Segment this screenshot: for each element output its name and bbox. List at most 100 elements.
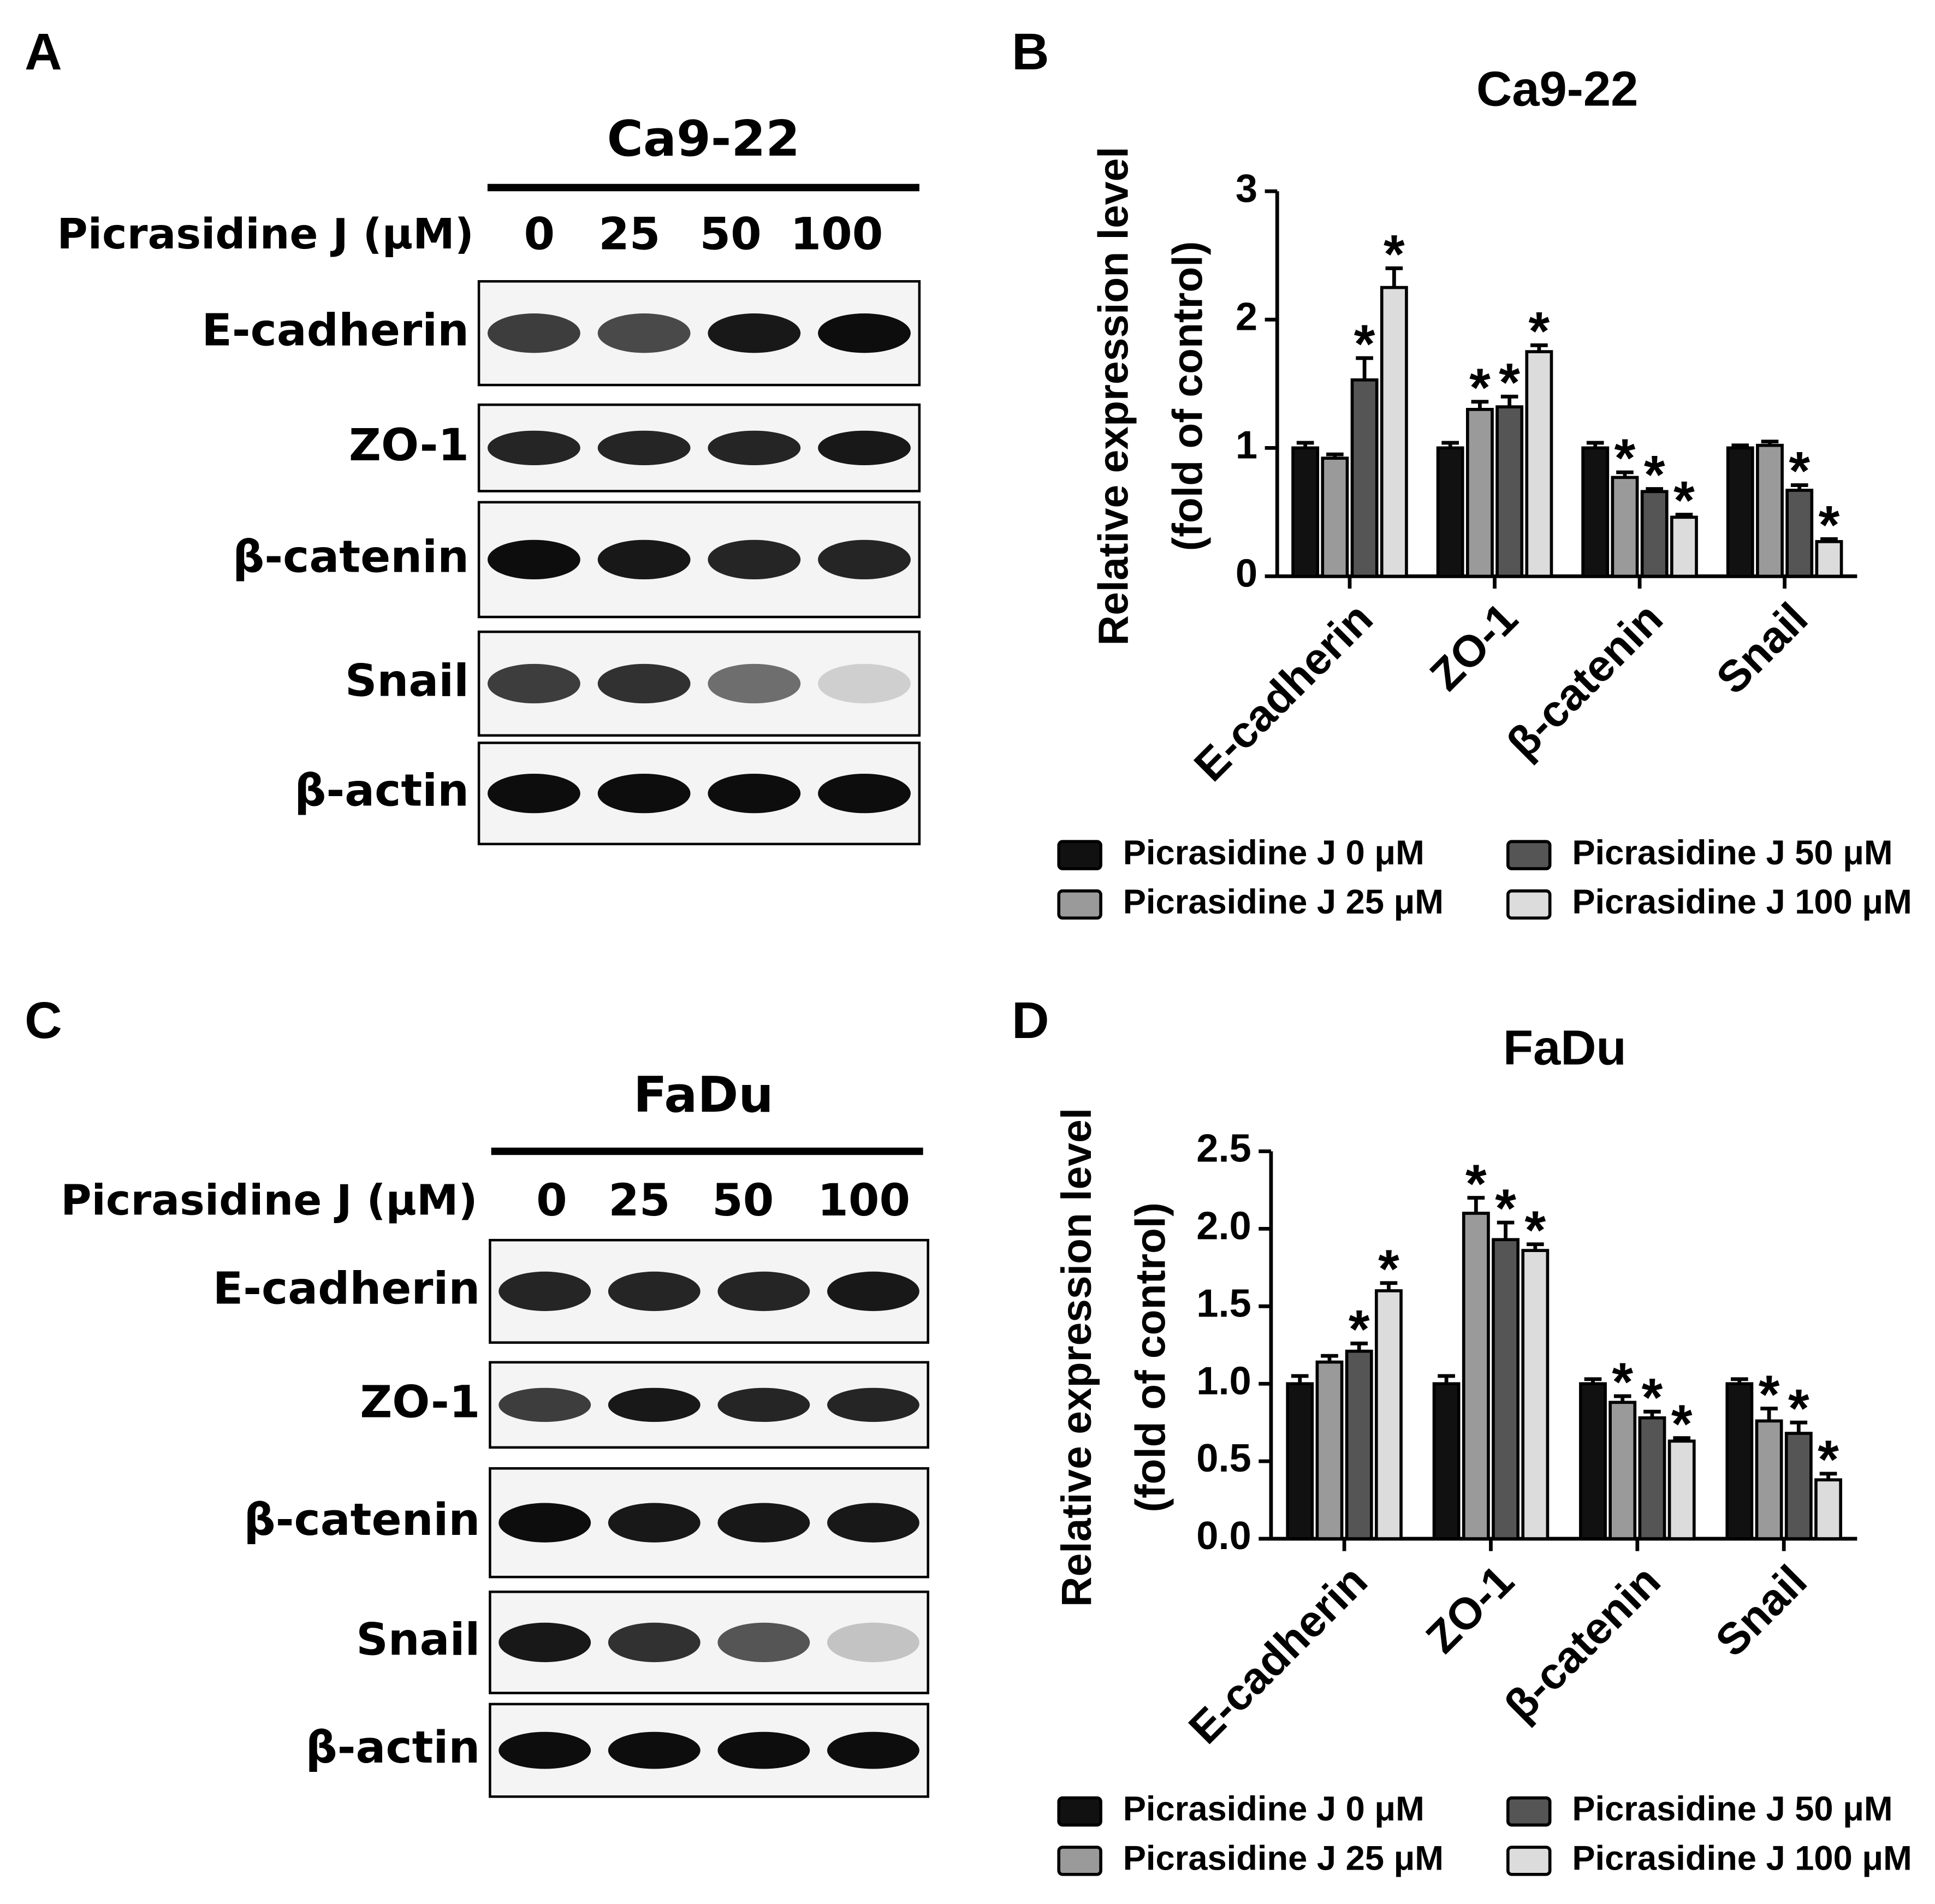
y-tick-label: 3	[1236, 167, 1257, 210]
significance-marker: *	[1465, 1154, 1487, 1214]
significance-marker: *	[1384, 224, 1405, 284]
protein-label: β-actin	[294, 765, 469, 817]
x-tick-label: β-catenin	[1498, 594, 1672, 768]
x-tick-label: ZO-1	[1417, 1556, 1523, 1662]
y-tick-label: 0.5	[1196, 1437, 1251, 1480]
band	[708, 539, 801, 580]
band	[827, 1271, 919, 1312]
band	[708, 663, 801, 704]
protein-label: β-actin	[306, 1722, 480, 1773]
protein-label: E-cadherin	[213, 1262, 480, 1314]
protein-label: Snail	[345, 655, 469, 707]
dose-label: 25	[598, 208, 660, 260]
dose-label: 50	[700, 208, 762, 260]
band	[827, 1622, 919, 1663]
bar	[1725, 1382, 1754, 1540]
x-tick-label: ZO-1	[1421, 594, 1527, 700]
band	[597, 539, 691, 580]
dose-label: 0	[524, 208, 555, 260]
band	[708, 313, 801, 353]
significance-marker: *	[1788, 1378, 1809, 1439]
band	[818, 313, 911, 353]
band	[608, 1622, 701, 1663]
bar	[1521, 1249, 1550, 1540]
dose-label: 100	[791, 208, 883, 260]
legend-swatch	[1057, 1796, 1102, 1827]
bar	[1581, 446, 1610, 578]
band	[717, 1503, 810, 1543]
band	[608, 1271, 701, 1312]
band	[597, 663, 691, 704]
bar	[1815, 540, 1843, 578]
bar	[1315, 1360, 1344, 1540]
y-tick-label: 2	[1236, 295, 1257, 339]
bar	[1814, 1478, 1842, 1540]
legend-label: Picrasidine J 0 μM	[1123, 834, 1424, 872]
y-axis-label: (fold of control)	[1164, 241, 1211, 551]
protein-label: E-cadherin	[201, 305, 469, 357]
cell-line-label: Ca9-22	[607, 110, 800, 168]
significance-marker: *	[1671, 1394, 1693, 1455]
bar	[1756, 443, 1784, 578]
dose-label: 25	[608, 1175, 670, 1226]
bar	[1785, 489, 1814, 578]
legend-swatch	[1057, 1846, 1102, 1876]
dose-label: 100	[817, 1175, 910, 1226]
bar	[1638, 1416, 1666, 1540]
y-tick-label: 1.0	[1196, 1359, 1251, 1403]
protein-label: β-catenin	[244, 1494, 480, 1546]
y-tick-label: 1	[1236, 423, 1257, 467]
band	[488, 663, 580, 704]
significance-marker: *	[1354, 314, 1375, 375]
chart-title: Ca9-22	[1476, 61, 1638, 116]
band	[498, 1731, 591, 1769]
band	[818, 430, 911, 465]
bar	[1784, 1432, 1813, 1540]
band	[708, 773, 801, 814]
band	[608, 1503, 701, 1543]
y-axis-label: Relative expression level	[1090, 146, 1137, 645]
protein-label: ZO-1	[349, 419, 469, 471]
significance-marker: *	[1818, 1430, 1839, 1490]
band	[717, 1387, 810, 1422]
bar	[1345, 1349, 1373, 1540]
legend-label: Picrasidine J 25 μM	[1123, 883, 1444, 921]
x-tick-label: β-catenin	[1495, 1556, 1670, 1730]
bar	[1608, 1401, 1637, 1540]
band	[498, 1503, 591, 1543]
band	[597, 430, 691, 465]
cell-line-label: FaDu	[633, 1066, 774, 1124]
band	[608, 1387, 701, 1422]
significance-marker: *	[1673, 471, 1695, 531]
band	[498, 1622, 591, 1663]
legend-swatch	[1506, 1796, 1552, 1827]
significance-marker: *	[1642, 1368, 1663, 1428]
y-tick-label: 0.0	[1196, 1514, 1251, 1558]
band	[488, 539, 580, 580]
bar	[1755, 1419, 1783, 1540]
band	[827, 1503, 919, 1543]
protein-label: ZO-1	[360, 1376, 480, 1428]
bar	[1286, 1382, 1314, 1540]
bar	[1579, 1382, 1607, 1540]
dose-label: 0	[536, 1175, 567, 1226]
protein-label: β-catenin	[233, 531, 469, 583]
band	[818, 663, 911, 704]
band	[488, 773, 580, 814]
bar	[1380, 286, 1408, 578]
legend-swatch	[1506, 1846, 1552, 1876]
bar	[1291, 446, 1320, 578]
significance-marker: *	[1349, 1300, 1370, 1360]
bar	[1640, 490, 1669, 578]
legend-swatch	[1506, 889, 1552, 920]
y-axis-label: Relative expression level	[1053, 1108, 1100, 1607]
bar	[1432, 1382, 1461, 1540]
band	[498, 1387, 591, 1422]
legend-label: Picrasidine J 25 μM	[1123, 1840, 1444, 1878]
band	[608, 1731, 701, 1769]
legend-label: Picrasidine J 0 μM	[1123, 1790, 1424, 1828]
legend-label: Picrasidine J 50 μM	[1572, 834, 1892, 872]
legend-label: Picrasidine J 50 μM	[1572, 1790, 1892, 1828]
significance-marker: *	[1819, 495, 1840, 555]
